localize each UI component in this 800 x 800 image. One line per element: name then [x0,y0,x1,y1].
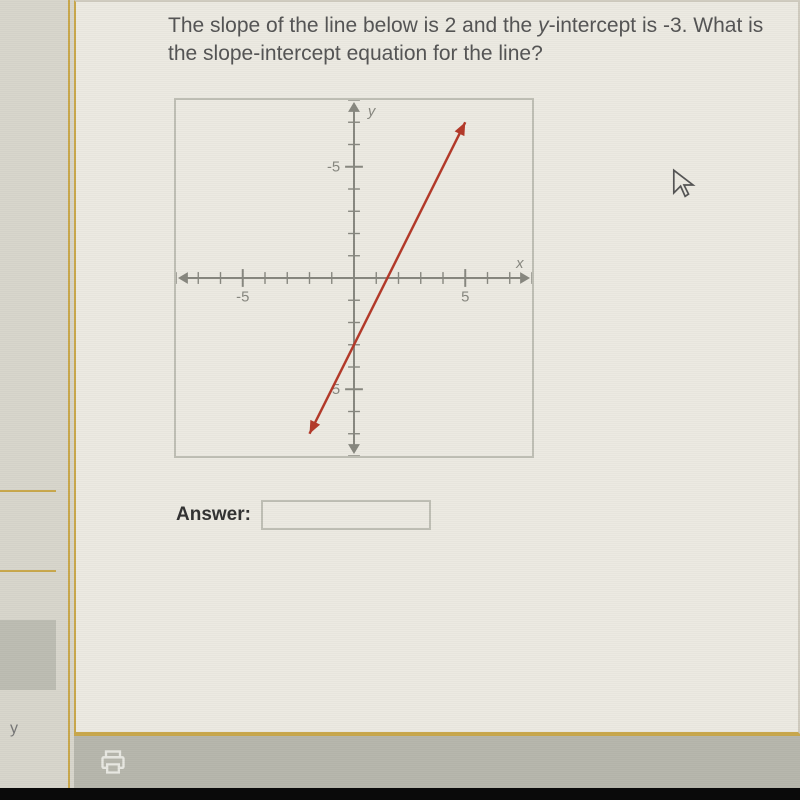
rail-separator [0,570,56,572]
taskbar-strip [0,788,800,800]
rail-separator [0,490,56,492]
svg-text:-5: -5 [327,160,340,176]
rail-block [0,620,56,690]
print-icon [99,748,127,776]
graph-svg: -555-5yx [176,100,532,456]
answer-row: Answer: [176,500,431,530]
svg-text:5: 5 [461,290,469,306]
question-part1: The slope of the line below is 2 and the [168,14,538,37]
left-rail: y [0,0,70,800]
question-text: The slope of the line below is 2 and the… [168,12,788,69]
print-button[interactable] [96,745,130,779]
answer-label: Answer: [176,504,251,526]
cursor-icon [670,168,698,202]
svg-text:x: x [515,256,524,272]
line-graph: -555-5yx [174,98,534,458]
svg-text:-5: -5 [236,290,249,306]
rail-label: y [10,720,18,738]
bottom-toolbar [74,734,800,788]
answer-input[interactable] [261,500,431,530]
question-italic-y: y [538,14,549,37]
question-panel: The slope of the line below is 2 and the… [74,0,800,734]
